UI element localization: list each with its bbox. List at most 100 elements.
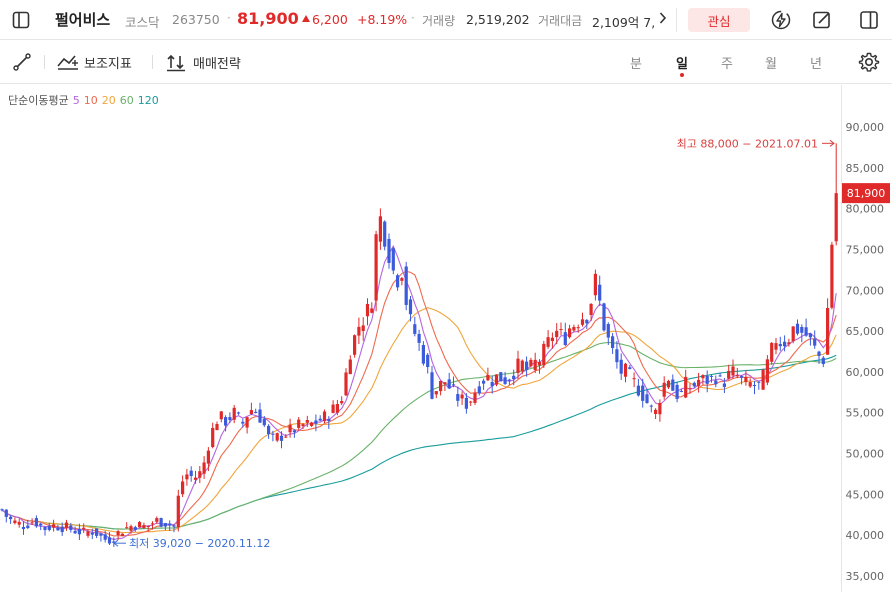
- y-tick-label: 40,000: [846, 529, 885, 542]
- chart-toolbar: 보조지표 매매전략 분 일 주 월 년: [0, 40, 892, 84]
- candle-body: [550, 337, 554, 341]
- draw-line-icon[interactable]: [9, 49, 35, 75]
- candle-body: [86, 531, 90, 536]
- candle-body: [503, 377, 507, 384]
- candle-body: [520, 360, 524, 372]
- candle-body: [215, 424, 219, 431]
- candle-body: [473, 392, 477, 403]
- candle-body: [361, 325, 365, 332]
- candle-body: [649, 405, 653, 407]
- candle-body: [585, 319, 589, 324]
- candle-body: [64, 522, 69, 528]
- candle-body: [4, 509, 8, 517]
- candle-body: [69, 525, 73, 530]
- y-tick-label: 70,000: [846, 284, 885, 297]
- candle-body: [632, 378, 636, 380]
- favorite-button[interactable]: 관심: [688, 8, 750, 32]
- candle-body: [778, 343, 782, 347]
- candle-body: [284, 436, 288, 438]
- candle-body: [258, 409, 262, 423]
- candle-body: [421, 345, 425, 364]
- candle-body: [499, 372, 503, 382]
- candle-body: [688, 388, 692, 390]
- sidebar-toggle-icon[interactable]: [8, 7, 34, 33]
- separator-dot: ·: [411, 11, 415, 25]
- price-chart[interactable]: 90,000 85,000 80,000 75,000 70,000 65,000 60,0…: [0, 85, 892, 592]
- candle-body: [60, 526, 64, 533]
- edit-icon[interactable]: [809, 7, 835, 33]
- candle-body: [249, 410, 253, 415]
- candle-body: [26, 525, 30, 529]
- candle-body: [714, 380, 718, 385]
- candle-body: [611, 336, 615, 348]
- price-up-arrow-icon: [302, 15, 310, 22]
- candle-body: [443, 382, 447, 385]
- strategy-icon[interactable]: [163, 49, 189, 75]
- candle-body: [292, 430, 296, 433]
- candle-body: [490, 381, 494, 387]
- candle-body: [477, 386, 481, 394]
- period-tab-month[interactable]: 월: [765, 57, 777, 72]
- candle-body: [740, 376, 744, 378]
- candle-body: [185, 474, 189, 480]
- candle-body: [507, 379, 511, 381]
- candle-body: [374, 234, 378, 301]
- candle-body: [619, 359, 623, 374]
- period-tab-week[interactable]: 주: [721, 57, 733, 72]
- active-period-indicator: [680, 73, 684, 77]
- candle-body: [95, 528, 99, 536]
- candle-body: [830, 244, 834, 308]
- ma60-line: [1, 341, 837, 530]
- candle-body: [30, 522, 34, 524]
- period-tab-day[interactable]: 일: [676, 57, 688, 72]
- divider: [44, 55, 45, 69]
- indicator-icon[interactable]: [55, 49, 81, 75]
- candle-body: [193, 477, 198, 480]
- trade-strategy-button[interactable]: 매매전략: [193, 57, 241, 72]
- candle-body: [804, 327, 808, 336]
- candle-body: [129, 526, 133, 531]
- indicator-button[interactable]: 보조지표: [84, 57, 132, 72]
- candle-body: [722, 383, 726, 387]
- candle-body: [189, 470, 193, 477]
- candle-body: [434, 391, 438, 395]
- candle-body: [21, 526, 26, 530]
- y-tick-label: 35,000: [846, 570, 885, 583]
- candle-body: [318, 418, 322, 421]
- candle-body: [563, 332, 567, 345]
- candle-body: [469, 401, 473, 403]
- period-tab-minute[interactable]: 분: [630, 57, 642, 72]
- candle-body: [537, 361, 542, 366]
- candle-body: [813, 338, 817, 346]
- candle-body: [404, 266, 408, 305]
- candle-body: [99, 533, 103, 536]
- candle-body: [512, 375, 516, 380]
- candle-body: [198, 471, 202, 478]
- candle-body: [576, 327, 580, 329]
- chevron-right-icon[interactable]: [659, 11, 667, 29]
- candle-body: [176, 495, 180, 528]
- panel-icon[interactable]: [856, 7, 882, 33]
- candle-body: [396, 275, 400, 288]
- settings-icon[interactable]: [856, 49, 882, 75]
- candle-body: [254, 411, 258, 414]
- flash-icon[interactable]: [768, 7, 794, 33]
- candle-body: [684, 376, 688, 398]
- candle-body: [365, 303, 370, 317]
- candle-body: [568, 328, 572, 338]
- candle-body: [73, 530, 77, 534]
- candle-body: [533, 359, 537, 371]
- y-tick-label: 50,000: [846, 448, 885, 461]
- candle-body: [82, 527, 86, 530]
- ma-legend-120: 120: [137, 94, 159, 107]
- candle-body: [142, 525, 146, 529]
- candle-body: [800, 327, 804, 333]
- candle-body: [615, 349, 619, 363]
- candle-body: [641, 385, 645, 401]
- candle-body: [344, 372, 348, 396]
- period-tab-year[interactable]: 년: [810, 57, 822, 72]
- price-change-rate: +8.19%: [357, 12, 408, 27]
- candle-body: [391, 248, 395, 271]
- candle-body: [348, 359, 352, 375]
- candle-body: [417, 333, 421, 343]
